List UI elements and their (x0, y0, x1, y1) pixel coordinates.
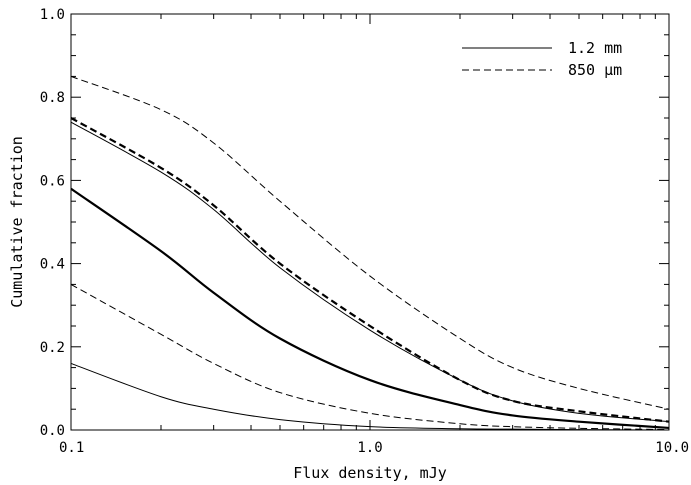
series-line-4 (70, 187, 670, 430)
legend: 1.2 mm 850 μm (462, 39, 622, 79)
tick-labels: 0.0 0.2 0.4 0.6 0.8 1.0 0.1 1.0 10.0 (40, 7, 689, 456)
y-axis-title: Cumulative fraction (8, 136, 26, 308)
series-line-5 (70, 283, 670, 431)
series-line-6 (70, 362, 670, 431)
y-tick-label: 1.0 (40, 7, 65, 23)
y-tick-label: 0.2 (40, 340, 65, 356)
y-tick-label: 0.0 (40, 423, 65, 439)
y-tick-label: 0.6 (40, 173, 65, 189)
series-line-3 (70, 121, 670, 423)
x-tick-label: 1.0 (357, 440, 382, 456)
x-tick-label: 10.0 (655, 440, 689, 456)
x-tick-label: 0.1 (59, 440, 84, 456)
y-tick-label: 0.4 (40, 257, 65, 273)
series-lines (70, 75, 670, 431)
plot-frame (70, 13, 670, 431)
legend-label: 850 μm (568, 61, 622, 79)
legend-label: 1.2 mm (568, 39, 622, 57)
y-tick-label: 0.8 (40, 90, 65, 106)
series-line-1 (70, 75, 670, 410)
x-axis-title: Flux density, mJy (293, 464, 447, 482)
